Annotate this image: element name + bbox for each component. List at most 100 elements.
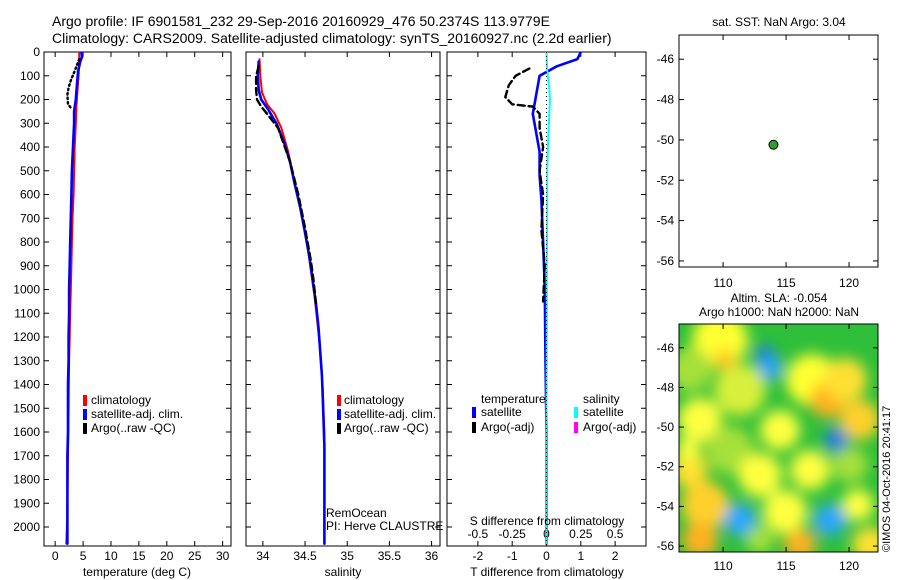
sla-blob bbox=[681, 481, 729, 529]
legend-header-temperature: temperature bbox=[481, 392, 546, 406]
y-tick-label: 1300 bbox=[13, 354, 40, 368]
y-tick-label: 1900 bbox=[13, 496, 40, 510]
x-tick-label: 0 bbox=[52, 549, 59, 563]
temperature-legend: climatology satellite-adj. clim. Argo(..… bbox=[83, 393, 183, 435]
sla-blob bbox=[715, 350, 735, 370]
x-tick-label: 30 bbox=[216, 549, 230, 563]
y-tick-label: 400 bbox=[20, 140, 40, 154]
s-tick-label: -0.25 bbox=[499, 527, 527, 541]
float-project-label: RemOcean bbox=[326, 506, 387, 520]
legend-swatch-argo bbox=[337, 423, 341, 434]
y-tick-label: -54 bbox=[657, 214, 675, 228]
s-difference-label: S difference from climatology bbox=[470, 514, 625, 528]
legend-swatch-satellite bbox=[337, 409, 341, 420]
x-tick-label: 1 bbox=[577, 549, 584, 563]
legend-swatch-climatology bbox=[337, 395, 341, 406]
y-tick-label: -46 bbox=[657, 341, 675, 355]
x-tick-label: 35 bbox=[341, 549, 355, 563]
legend-label: climatology bbox=[344, 393, 404, 407]
y-tick-label: -48 bbox=[657, 93, 675, 107]
y-tick-label: 200 bbox=[20, 93, 40, 107]
x-tick-label: 120 bbox=[839, 276, 859, 290]
legend-swatch-s-satellite bbox=[574, 407, 578, 418]
sla-blob bbox=[724, 504, 756, 536]
y-tick-label: 1200 bbox=[13, 330, 40, 344]
x-tick-label: 0 bbox=[543, 549, 550, 563]
sla-blob bbox=[760, 410, 800, 450]
x-tick-label: 34 bbox=[256, 549, 270, 563]
sla-blob bbox=[823, 358, 867, 402]
sla-blob bbox=[679, 398, 722, 442]
series-line-s-satellite bbox=[545, 52, 551, 545]
y-tick-label: -46 bbox=[657, 52, 675, 66]
x-tick-label: 120 bbox=[839, 559, 859, 573]
sla-blob bbox=[679, 438, 700, 462]
x-tick-label: 20 bbox=[160, 549, 174, 563]
sla-blob bbox=[814, 504, 846, 536]
sla-heatmap bbox=[679, 324, 878, 552]
y-tick-label: -52 bbox=[657, 173, 675, 187]
sla-blob bbox=[852, 527, 878, 552]
sla-subtitle: Argo h1000: NaN h2000: NaN bbox=[699, 305, 859, 319]
legend-header-salinity: salinity bbox=[583, 392, 620, 406]
legend-label: Argo(-adj) bbox=[481, 420, 534, 434]
legend-label: Argo(..raw -QC) bbox=[91, 421, 176, 435]
x-tick-label: 5 bbox=[80, 549, 87, 563]
sla-blob bbox=[714, 364, 766, 416]
x-tick-label: 36 bbox=[425, 549, 439, 563]
y-tick-label: 2000 bbox=[13, 520, 40, 534]
s-tick-label: -0.5 bbox=[468, 527, 489, 541]
sla-blob bbox=[679, 348, 712, 392]
y-tick-label: 600 bbox=[20, 188, 40, 202]
legend-label: satellite-adj. clim. bbox=[91, 407, 183, 421]
header-line-2: Climatology: CARS2009. Satellite-adjuste… bbox=[52, 30, 612, 46]
legend-swatch-t-argo bbox=[472, 422, 476, 433]
y-tick-label: 1000 bbox=[13, 283, 40, 297]
y-tick-label: 500 bbox=[20, 164, 40, 178]
y-tick-label: -50 bbox=[657, 133, 675, 147]
x-tick-label: 10 bbox=[104, 549, 118, 563]
series-line-satellite-adj-clim- bbox=[66, 52, 84, 545]
legend-swatch-climatology bbox=[83, 395, 87, 406]
y-tick-label: -52 bbox=[657, 460, 675, 474]
float-pi-label: PI: Herve CLAUSTRE bbox=[326, 519, 443, 533]
y-tick-label: -48 bbox=[657, 380, 675, 394]
x-tick-label: 34.5 bbox=[293, 549, 317, 563]
y-tick-label: 1700 bbox=[13, 449, 40, 463]
x-tick-label: -1 bbox=[507, 549, 518, 563]
legend-label: satellite bbox=[583, 405, 624, 419]
sst-map-title: sat. SST: NaN Argo: 3.04 bbox=[712, 15, 846, 29]
imos-credit: ©IMOS 04-Oct-2016 20:41:17 bbox=[881, 406, 893, 552]
salinity-xlabel: salinity bbox=[325, 565, 362, 579]
y-tick-label: 1100 bbox=[14, 306, 40, 320]
salinity-axes bbox=[245, 51, 441, 547]
sla-blob bbox=[738, 453, 782, 497]
x-tick-label: 115 bbox=[776, 559, 795, 573]
temperature-axes bbox=[43, 51, 232, 547]
sst-map-axes bbox=[678, 34, 879, 268]
x-tick-label: 25 bbox=[188, 549, 202, 563]
sla-blob bbox=[842, 489, 874, 521]
x-tick-label: 110 bbox=[714, 559, 733, 573]
legend-swatch-s-argo bbox=[574, 422, 578, 433]
y-tick-label: 1400 bbox=[13, 378, 40, 392]
y-tick-label: 0 bbox=[33, 45, 40, 59]
sla-blob bbox=[758, 356, 782, 380]
legend-swatch-t-satellite bbox=[472, 407, 476, 418]
s-tick-label: 0.25 bbox=[569, 527, 593, 541]
sla-blob bbox=[790, 450, 830, 490]
difference-legend: temperature salinity satellite Argo(-adj… bbox=[472, 392, 636, 434]
y-tick-label: 700 bbox=[20, 211, 40, 225]
sla-blob bbox=[784, 529, 816, 552]
legend-label: Argo(..raw -QC) bbox=[344, 421, 429, 435]
argo-position-marker bbox=[768, 139, 779, 150]
sla-blob bbox=[840, 400, 878, 440]
sla-blob bbox=[706, 426, 754, 474]
legend-swatch-satellite bbox=[83, 409, 87, 420]
series-line-t-argo-adj- bbox=[504, 67, 546, 303]
x-tick-label: 35.5 bbox=[378, 549, 402, 563]
y-tick-label: 1800 bbox=[13, 473, 40, 487]
legend-label: satellite-adj. clim. bbox=[344, 407, 436, 421]
legend-swatch-argo bbox=[83, 423, 87, 434]
series-line-argo-raw-qc- bbox=[254, 65, 318, 305]
